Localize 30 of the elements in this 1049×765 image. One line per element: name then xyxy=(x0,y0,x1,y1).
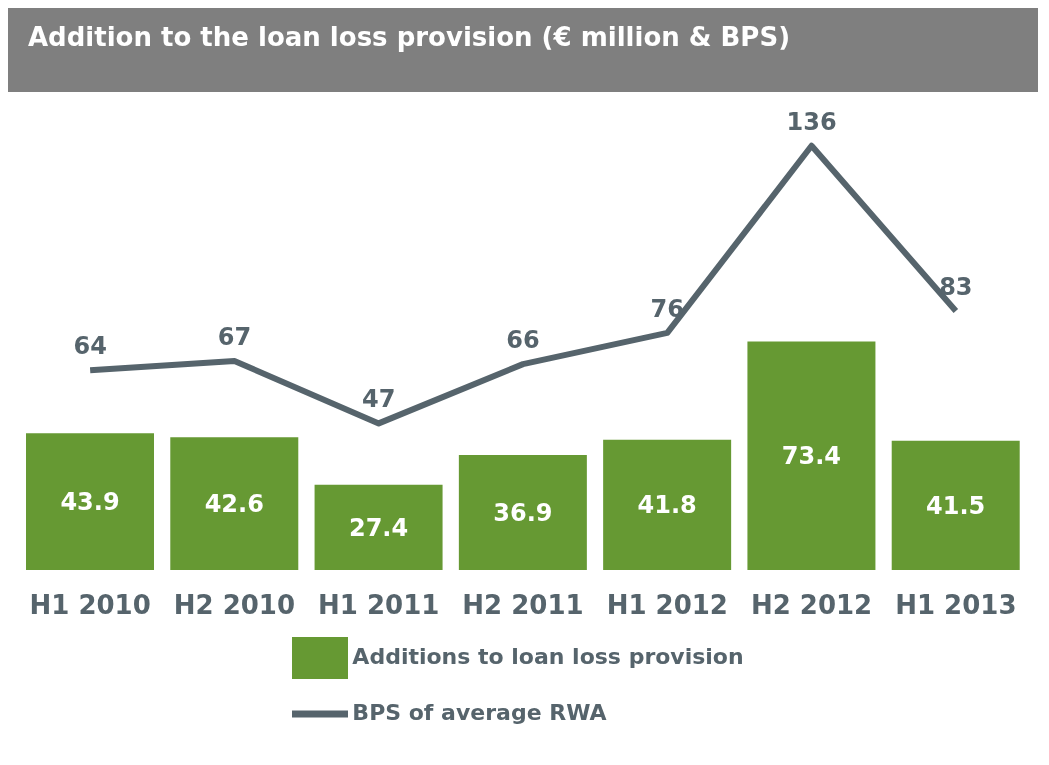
data-label: 47 xyxy=(362,385,396,414)
x-tick-label: H2 2011 xyxy=(462,590,584,621)
data-label: 66 xyxy=(506,326,540,355)
data-label: 41.8 xyxy=(637,491,697,520)
x-tick-label: H1 2011 xyxy=(318,590,440,621)
x-tick-label: H1 2013 xyxy=(895,590,1017,621)
legend-label: BPS of average RWA xyxy=(352,700,607,725)
data-label: 73.4 xyxy=(781,442,842,471)
bar xyxy=(891,440,1020,570)
bar xyxy=(458,455,587,570)
bar xyxy=(26,433,154,570)
data-label: 67 xyxy=(217,323,252,351)
data-label: 43.9 xyxy=(60,488,120,517)
data-label: 27.4 xyxy=(348,513,409,542)
bar xyxy=(170,437,299,570)
x-tick-label: H2 2010 xyxy=(173,590,296,621)
data-label: 36.9 xyxy=(493,499,553,528)
data-label: 41.5 xyxy=(926,491,986,520)
chart-title: Addition to the loan loss provision (€ million & BPS) xyxy=(8,8,1038,92)
data-label: 83 xyxy=(939,273,973,302)
data-label: 136 xyxy=(786,107,837,136)
bar xyxy=(747,341,876,570)
x-tick-label: H2 2012 xyxy=(750,590,873,621)
data-label: 42.6 xyxy=(204,490,264,519)
bar xyxy=(603,439,732,570)
legend-label: Additions to loan loss provision xyxy=(352,644,744,669)
x-tick-label: H1 2010 xyxy=(29,590,151,621)
x-tick-label: H1 2012 xyxy=(606,590,728,621)
bar xyxy=(314,484,443,570)
data-label: 64 xyxy=(73,332,107,361)
